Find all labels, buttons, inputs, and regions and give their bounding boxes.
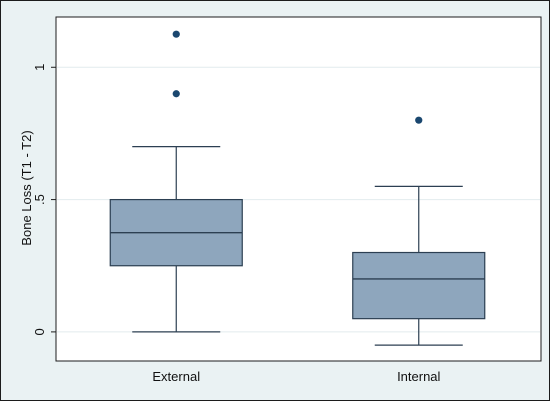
x-category-label-external: External	[152, 369, 200, 384]
outlier-point-0	[415, 116, 423, 124]
outlier-point-1	[172, 30, 180, 38]
outlier-point-0	[172, 90, 180, 98]
iqr-box	[352, 251, 486, 320]
y-tick-label-2: 1	[32, 64, 47, 71]
box-group-internal	[352, 116, 486, 346]
y-tick-label-0: 0	[32, 328, 47, 335]
y-axis-title: Bone Loss (T1 - T2)	[19, 130, 34, 245]
box-group-external	[109, 30, 243, 333]
y-tick-label-1: .5	[32, 194, 47, 205]
x-category-label-internal: Internal	[397, 369, 440, 384]
